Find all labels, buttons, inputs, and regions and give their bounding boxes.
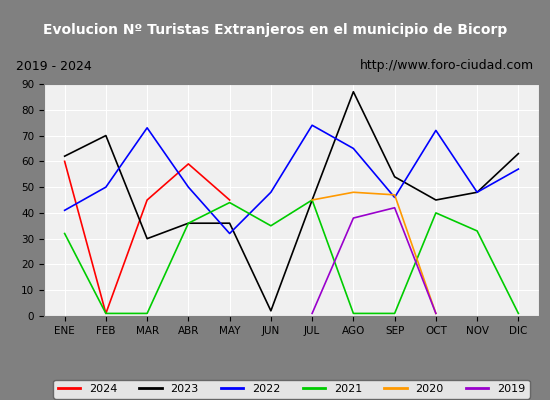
Text: Evolucion Nº Turistas Extranjeros en el municipio de Bicorp: Evolucion Nº Turistas Extranjeros en el … — [43, 23, 507, 37]
Text: 2019 - 2024: 2019 - 2024 — [16, 60, 92, 72]
Legend: 2024, 2023, 2022, 2021, 2020, 2019: 2024, 2023, 2022, 2021, 2020, 2019 — [53, 380, 530, 399]
Text: http://www.foro-ciudad.com: http://www.foro-ciudad.com — [360, 60, 534, 72]
